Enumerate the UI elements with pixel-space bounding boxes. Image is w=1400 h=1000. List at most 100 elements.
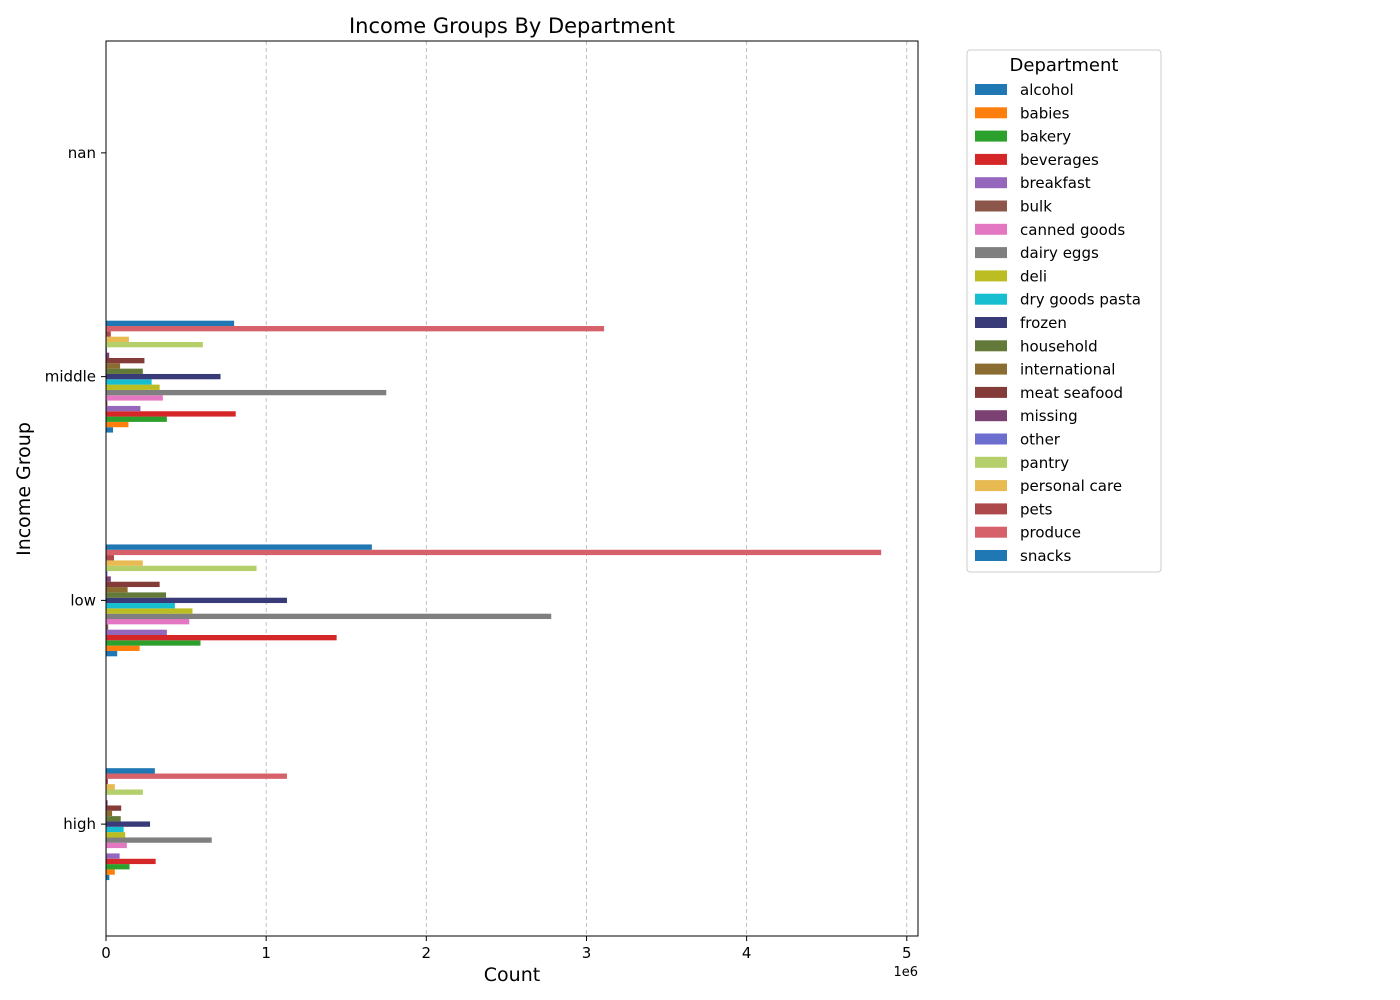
bar: [106, 373, 221, 380]
legend-label: pantry: [1020, 454, 1069, 472]
bar: [106, 416, 167, 422]
bar: [106, 789, 143, 795]
legend-swatch: [975, 456, 1007, 468]
bar: [106, 389, 387, 396]
bar: [106, 427, 114, 433]
bar: [106, 565, 257, 572]
bar: [106, 853, 120, 859]
bar: [106, 805, 122, 811]
bar: [106, 560, 143, 566]
legend-swatch: [975, 317, 1007, 328]
y-axis-label: Income Group: [13, 422, 35, 556]
legend-label: household: [1020, 337, 1098, 355]
bar: [106, 320, 235, 327]
bar: [106, 357, 145, 364]
bar: [106, 826, 124, 833]
x-tick-label: 0: [101, 944, 111, 962]
legend-swatch: [975, 410, 1007, 422]
bar: [106, 837, 212, 843]
legend-label: beverages: [1020, 151, 1099, 169]
y-tick-label: low: [70, 591, 96, 609]
bar: [106, 773, 287, 779]
legend-swatch: [975, 130, 1007, 142]
bar: [106, 555, 115, 561]
bar: [106, 597, 287, 604]
x-gridlines: [265, 41, 908, 936]
bar: [106, 608, 193, 614]
bar: [106, 352, 110, 358]
legend-label: breakfast: [1020, 174, 1091, 192]
legend-swatch: [975, 84, 1007, 95]
y-tick-label: high: [63, 815, 96, 833]
bar: [106, 576, 111, 582]
bar: [106, 869, 115, 875]
legend-label: pets: [1020, 500, 1053, 518]
bar: [106, 384, 160, 390]
bar: [106, 821, 151, 827]
legend-swatch: [975, 363, 1007, 375]
y-tick-label: middle: [45, 368, 96, 386]
bar: [106, 341, 203, 348]
legend-items: alcohol babies bakery beverages breakfast bul…: [975, 81, 1141, 565]
bar: [106, 784, 115, 790]
bar: [106, 650, 118, 657]
bar: [106, 368, 143, 374]
legend-swatch: [975, 153, 1007, 165]
x-axis-ticks: 0 1 2 3 4 5: [101, 936, 912, 962]
legend: Department alcohol babies bakery beverages b…: [966, 49, 1162, 573]
bar: [106, 635, 337, 641]
legend-swatch: [975, 433, 1007, 445]
bar: [106, 336, 129, 342]
x-tick-label: 5: [902, 944, 912, 962]
legend-label: other: [1020, 431, 1061, 449]
legend-label: international: [1020, 361, 1115, 379]
bar: [106, 326, 605, 332]
bar: [106, 842, 127, 849]
legend-swatch: [975, 526, 1007, 538]
bar: [106, 640, 201, 646]
bar: [106, 363, 121, 369]
bar: [106, 645, 140, 651]
x-tick-label: 2: [422, 944, 432, 962]
legend-swatch: [975, 480, 1007, 492]
x-tick-label: 4: [742, 944, 752, 962]
legend-label: bakery: [1020, 128, 1071, 146]
x-tick-label: 1: [261, 944, 271, 962]
legend-label: missing: [1020, 407, 1078, 425]
bar: [106, 864, 130, 870]
bar: [106, 619, 190, 625]
legend-label: bulk: [1020, 198, 1052, 216]
x-axis-label: Count: [484, 964, 540, 986]
bar: [106, 549, 882, 556]
legend-swatch: [975, 107, 1007, 119]
legend-label: personal care: [1020, 477, 1122, 495]
bar: [106, 832, 126, 838]
legend-swatch: [975, 386, 1007, 398]
y-axis-ticks: high low middle nan: [45, 144, 106, 833]
plot-frame: [105, 40, 919, 937]
bar: [106, 405, 141, 412]
bar: [106, 411, 236, 417]
bar: [106, 816, 121, 822]
legend-swatch: [975, 550, 1007, 561]
legend-swatch: [975, 177, 1007, 189]
legend-label: alcohol: [1020, 81, 1074, 99]
bar: [106, 400, 108, 406]
legend-swatch: [975, 270, 1007, 282]
bar: [106, 768, 155, 774]
legend-label: dry goods pasta: [1020, 291, 1141, 309]
chart-title: Income Groups By Department: [349, 14, 675, 38]
bar: [106, 778, 108, 785]
bar: [106, 581, 160, 588]
bar: [106, 629, 167, 636]
bar: [106, 613, 552, 620]
bar: [106, 421, 129, 428]
bar: [106, 592, 167, 598]
legend-swatch: [975, 223, 1007, 235]
x-offset-label: 1e6: [893, 965, 918, 980]
legend-label: canned goods: [1020, 221, 1125, 239]
legend-label: dairy eggs: [1020, 244, 1099, 262]
bar: [106, 624, 109, 630]
legend-label: deli: [1020, 267, 1047, 285]
